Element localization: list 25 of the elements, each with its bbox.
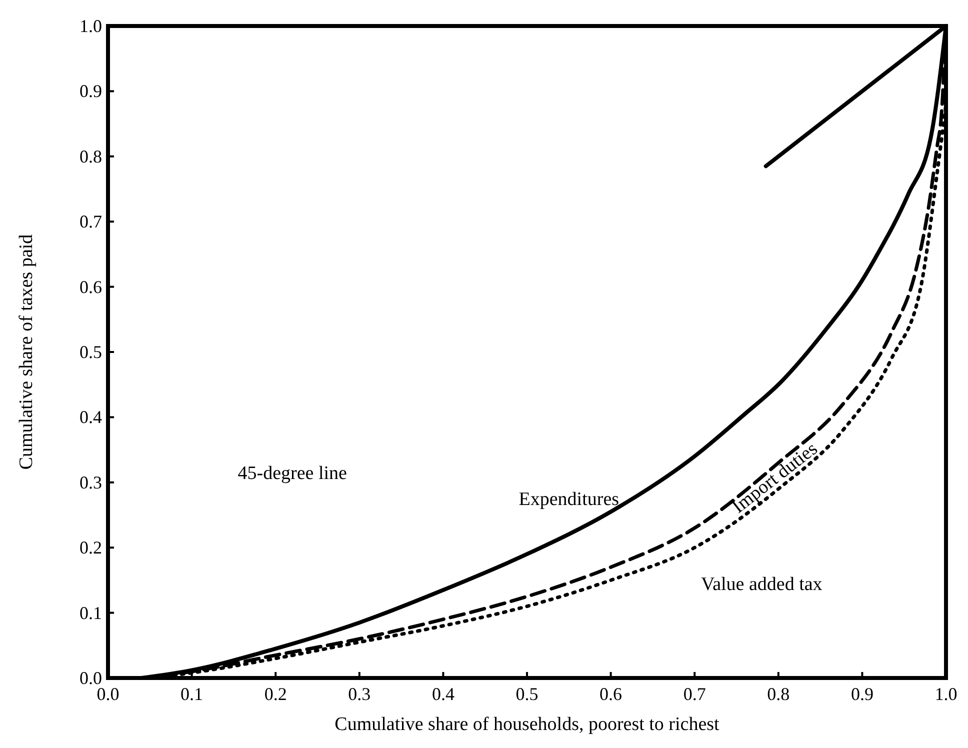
x-tick-label: 0.6: [600, 684, 622, 704]
x-tick-label: 0.7: [683, 684, 706, 704]
y-tick-label: 0.1: [80, 602, 102, 623]
annotation: 45-degree line: [238, 463, 347, 484]
y-tick-label: 0.2: [80, 538, 102, 558]
y-tick-label: 1.0: [80, 16, 102, 36]
x-tick-label: 1.0: [934, 684, 958, 704]
series-label: Expenditures: [518, 489, 620, 510]
x-tick-label: 0.3: [348, 684, 371, 704]
y-tick-label: 0.3: [80, 472, 102, 492]
y-tick-label: 0.6: [80, 276, 102, 297]
series-label: Value added tax: [700, 574, 823, 595]
y-tick-label: 0.7: [80, 212, 102, 232]
x-tick-label: 0.1: [180, 684, 204, 704]
x-tick-label: 0.8: [767, 684, 790, 704]
y-tick-label: 0.9: [80, 81, 102, 102]
x-axis-title: Cumulative share of households, poorest to richest: [334, 714, 720, 735]
y-tick-label: 0.8: [80, 146, 102, 166]
x-tick-label: 0.5: [516, 684, 538, 704]
x-tick-label: 0.4: [432, 684, 454, 704]
y-axis-title: Cumulative share of taxes paid: [16, 234, 37, 470]
y-tick-label: 0.5: [80, 342, 102, 362]
x-tick-label: 0.9: [850, 684, 874, 704]
x-tick-label: 0.2: [264, 684, 287, 704]
y-tick-label: 0.4: [80, 407, 102, 428]
